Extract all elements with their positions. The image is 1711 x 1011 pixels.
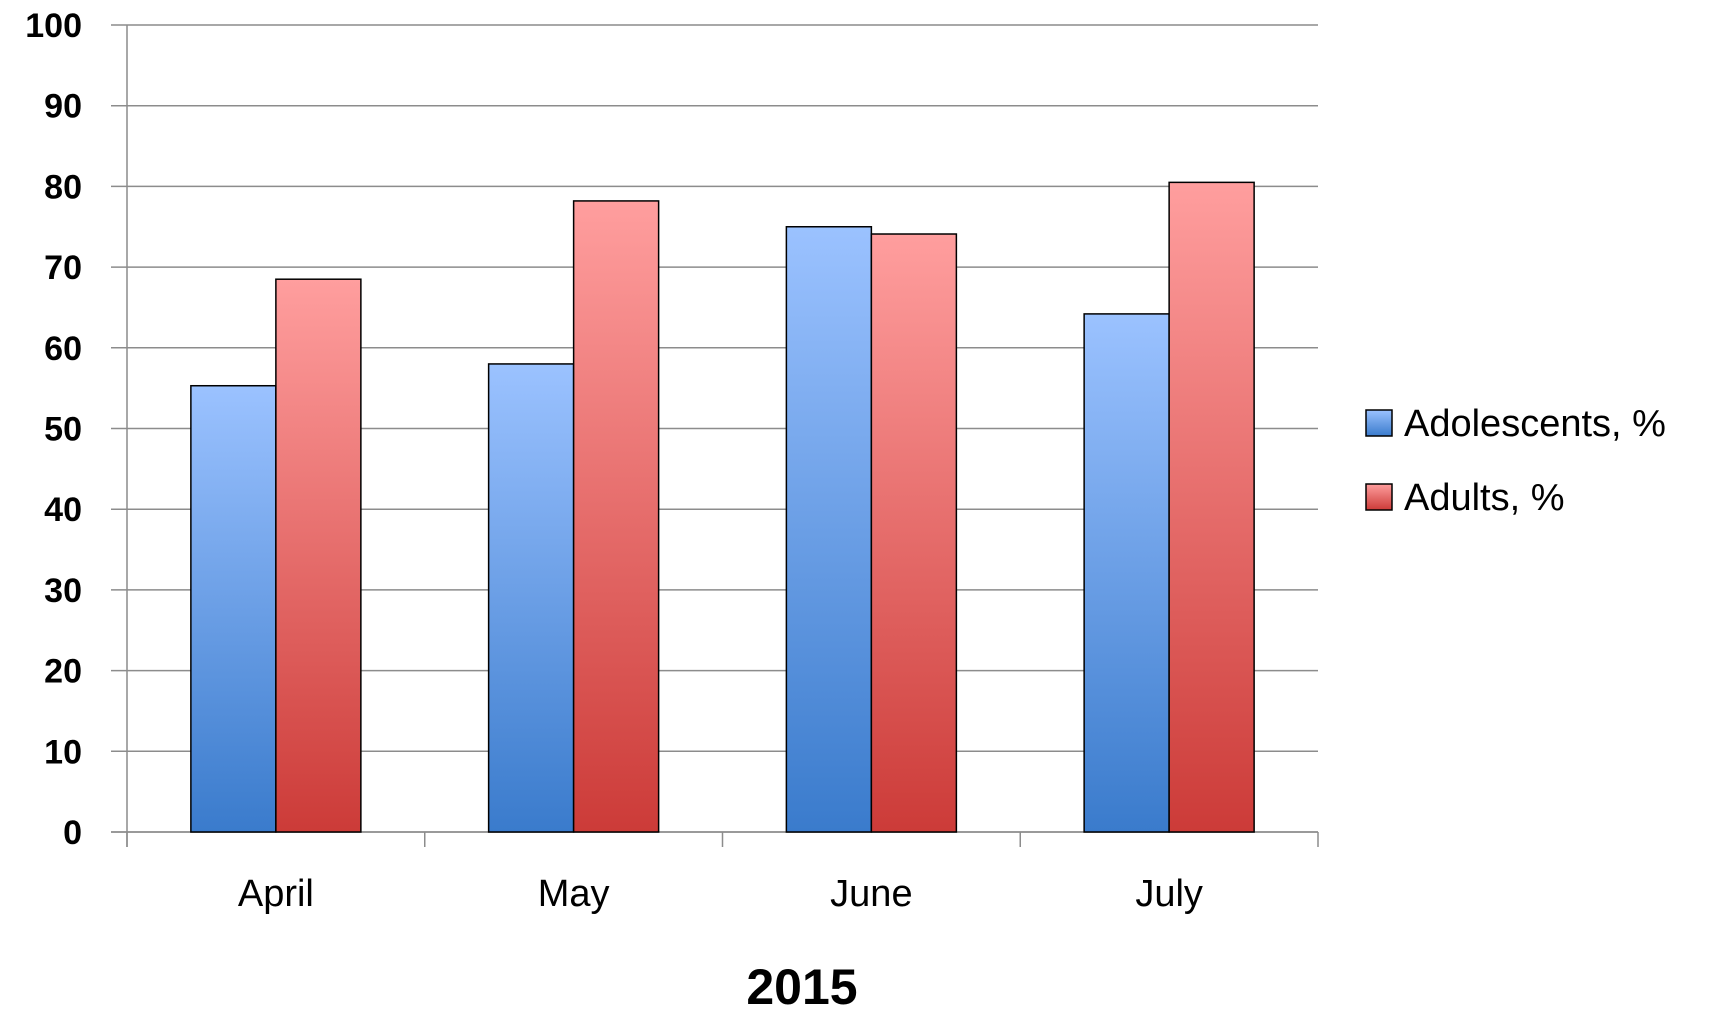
y-tick-label: 0 <box>63 814 82 852</box>
bar-adolescents-april <box>190 384 277 833</box>
bar-adolescents-may <box>487 363 575 833</box>
y-tick-label: 70 <box>44 249 82 287</box>
y-tick-label: 100 <box>25 7 82 45</box>
legend-swatch <box>1365 409 1393 437</box>
y-tick-label: 80 <box>44 168 82 206</box>
bars <box>190 181 1255 833</box>
bar-adults-april <box>275 278 362 833</box>
y-tick-label: 40 <box>44 491 82 529</box>
legend-swatch <box>1365 483 1393 511</box>
bar-adults-july <box>1168 181 1255 833</box>
x-axis-title: 2015 <box>746 959 857 1011</box>
y-tick-label: 60 <box>44 330 82 368</box>
bar-adults-may <box>572 200 660 833</box>
y-tick-label: 50 <box>44 411 82 449</box>
legend-label: Adolescents, % <box>1404 403 1666 445</box>
x-tick-label: May <box>538 873 610 915</box>
legend-label: Adults, % <box>1404 477 1565 519</box>
bar-adolescents-june <box>785 226 873 833</box>
y-tick-label: 20 <box>44 653 82 691</box>
x-tick-label: April <box>238 873 314 915</box>
x-tick-labels: April May June July <box>238 873 1203 915</box>
x-tick-label: June <box>830 873 912 915</box>
legend: Adolescents, % Adults, % <box>1365 403 1666 519</box>
y-tick-label: 90 <box>44 88 82 126</box>
bar-adults-june <box>870 233 958 833</box>
bar-adolescents-july <box>1083 313 1170 833</box>
x-tick-label: July <box>1135 873 1203 915</box>
y-tick-label: 10 <box>44 733 82 771</box>
y-tick-label: 30 <box>44 572 82 610</box>
y-tick-labels: 0 10 20 30 40 50 60 70 80 90 100 <box>25 7 82 852</box>
